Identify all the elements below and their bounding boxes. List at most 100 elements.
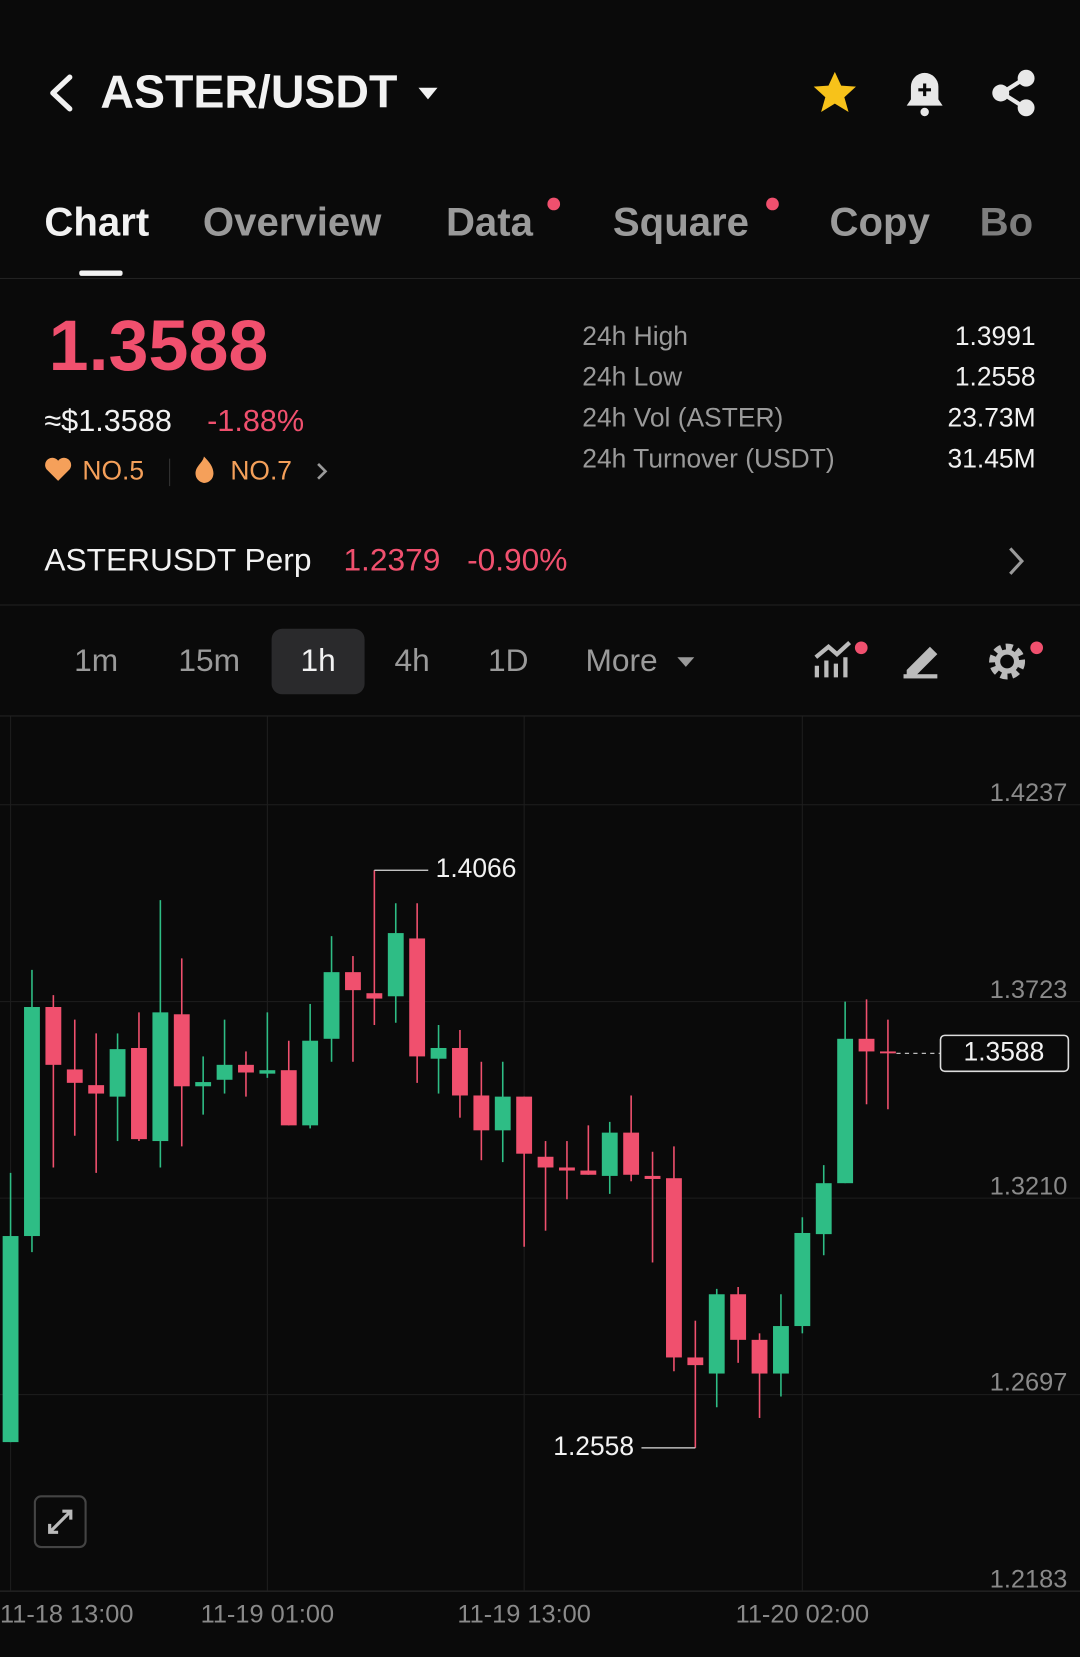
- stat-label: 24h High: [582, 321, 688, 351]
- min-label: 1.2558: [553, 1431, 634, 1461]
- settings-button[interactable]: [989, 641, 1044, 680]
- tab[interactable]: Bo: [980, 200, 1034, 245]
- x-tick-label: 11-19 01:00: [201, 1600, 334, 1628]
- candle-body: [580, 1170, 597, 1175]
- favorite-star[interactable]: [813, 71, 856, 113]
- candle-body: [173, 1014, 190, 1087]
- stat-value: 1.3991: [955, 321, 1036, 351]
- interval-selected-bg: [271, 628, 365, 695]
- separator: [169, 458, 171, 487]
- candle-body: [131, 1047, 147, 1140]
- chevron[interactable]: [317, 462, 328, 480]
- interval[interactable]: 4h: [395, 642, 430, 678]
- tab[interactable]: Data: [446, 200, 534, 245]
- rank-badge[interactable]: NO.5: [82, 455, 144, 485]
- candle-body: [837, 1038, 854, 1184]
- share-button[interactable]: [992, 69, 1035, 117]
- perp-price: 1.2379: [343, 542, 440, 578]
- candlestick-chart: 1.2183 1.2697 1.3210 1.3723 1.4237 11-18 13:0…: [0, 716, 1080, 1628]
- candle-body: [559, 1167, 575, 1171]
- gear-ring: [994, 649, 1020, 674]
- bell-clapper: [920, 107, 929, 117]
- interval[interactable]: 15m: [178, 642, 240, 678]
- pen-icon: [906, 646, 938, 678]
- candle-body: [45, 1007, 62, 1065]
- usd-price: ≈$1.3588: [44, 404, 172, 438]
- candle-body: [387, 933, 404, 997]
- gear-icon: [989, 643, 1026, 680]
- bell-plus: [918, 83, 931, 97]
- candle-body: [516, 1096, 533, 1154]
- candle-body: [345, 972, 361, 991]
- notification-dot: [766, 197, 779, 211]
- interval[interactable]: 1D: [488, 642, 529, 678]
- back-button[interactable]: [50, 74, 73, 112]
- interval[interactable]: More: [585, 642, 657, 678]
- chart-bottom-border: [0, 1590, 1080, 1592]
- fullscreen-icon: [48, 1509, 73, 1534]
- perp-chevron[interactable]: [1009, 547, 1025, 575]
- candle-body: [730, 1294, 747, 1340]
- max-label: 1.4066: [436, 853, 517, 883]
- alert-bell[interactable]: [906, 72, 943, 117]
- candle-body: [280, 1070, 297, 1126]
- x-tick-label: 11-18 13:00: [0, 1600, 133, 1628]
- stat-label: 24h Vol (ASTER): [582, 403, 783, 433]
- share-node: [992, 84, 1010, 102]
- stat-label: 24h Turnover (USDT): [582, 444, 834, 474]
- y-tick-label: 1.2183: [990, 1566, 1068, 1594]
- tab-indicator: [79, 270, 123, 276]
- candle-body: [24, 1007, 40, 1237]
- indicator-button[interactable]: [814, 640, 868, 678]
- tab[interactable]: Overview: [203, 200, 382, 245]
- candle-body: [794, 1232, 811, 1327]
- pair-title[interactable]: ASTER/USDT: [100, 65, 397, 117]
- interval[interactable]: 1h: [300, 642, 335, 678]
- candle-body: [537, 1156, 554, 1168]
- candle-body: [687, 1357, 704, 1366]
- interval[interactable]: 1m: [74, 642, 118, 678]
- pair-dropdown[interactable]: [418, 87, 438, 100]
- divider: [0, 715, 1080, 717]
- candle-body: [2, 1236, 19, 1443]
- stat-value: 31.45M: [948, 444, 1036, 474]
- rank-icon: [45, 457, 72, 481]
- candle-body: [195, 1082, 212, 1087]
- fullscreen-button[interactable]: [33, 1495, 87, 1549]
- stat-value: 23.73M: [948, 403, 1036, 433]
- divider: [0, 604, 1080, 606]
- tab[interactable]: Copy: [830, 200, 931, 245]
- rank-badge[interactable]: NO.7: [230, 455, 292, 485]
- pen-base: [903, 674, 938, 679]
- perp-name[interactable]: ASTERUSDT Perp: [44, 542, 311, 578]
- fullscreen-frame: [33, 1495, 87, 1549]
- price-change: -1.88%: [207, 404, 304, 438]
- last-price-label: 1.3588: [964, 1036, 1045, 1066]
- candle-body: [880, 1051, 896, 1054]
- candle-body: [494, 1096, 511, 1131]
- notification-dot: [1030, 641, 1044, 655]
- candle-body: [473, 1095, 490, 1131]
- candle-body: [152, 1012, 169, 1142]
- candle-body: [409, 938, 426, 1057]
- notification-dot: [854, 641, 868, 655]
- stat-label: 24h Low: [582, 361, 683, 391]
- candle-body: [751, 1339, 768, 1374]
- x-tick-label: 11-20 02:00: [736, 1600, 869, 1628]
- candle-body: [452, 1047, 468, 1096]
- y-tick-label: 1.2697: [990, 1369, 1068, 1397]
- y-tick-label: 1.3723: [990, 976, 1068, 1004]
- candle-body: [66, 1069, 83, 1083]
- tab[interactable]: Square: [613, 200, 749, 245]
- tab[interactable]: Chart: [44, 200, 149, 245]
- draw-button[interactable]: [903, 646, 938, 679]
- candle-body: [644, 1175, 661, 1179]
- candle-body: [366, 993, 383, 999]
- candle-body: [216, 1064, 233, 1080]
- share-node: [1017, 69, 1035, 87]
- more-dropdown[interactable]: [677, 657, 695, 667]
- y-tick-label: 1.4237: [990, 779, 1068, 807]
